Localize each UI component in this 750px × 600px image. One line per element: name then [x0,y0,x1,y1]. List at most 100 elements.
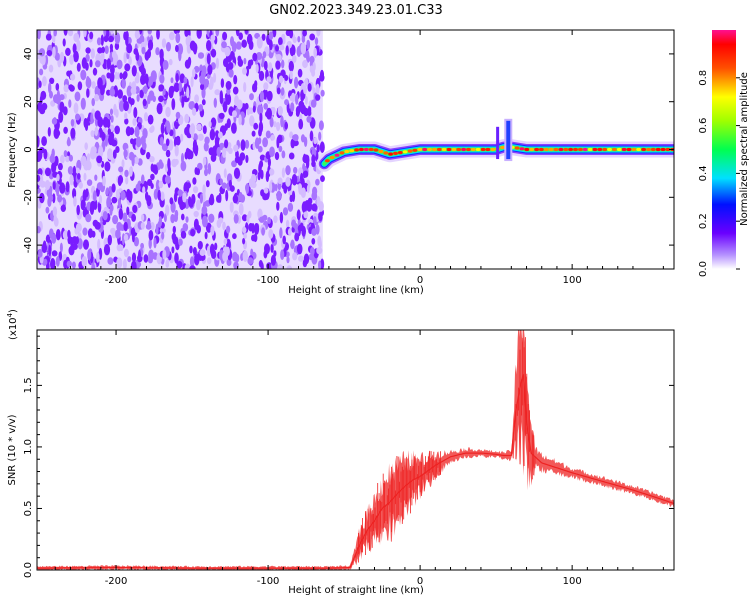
noise-blob [250,248,254,258]
noise-blob [279,227,283,239]
noise-blob [140,242,145,249]
snr-ticks: -200 -100 0 100 0.0 0.5 1.0 1.5 [23,330,674,587]
noise-blob [262,214,268,221]
noise-blob [246,214,250,224]
noise-blob [103,244,111,256]
noise-blob [107,234,113,246]
noise-blob [268,31,274,40]
noise-blob [91,263,96,269]
noise-blob [81,256,88,268]
signal-peak [636,147,642,152]
noise-blob [189,126,193,135]
noise-blob [213,97,217,108]
noise-blob [277,134,283,144]
noise-blob [134,156,139,165]
noise-blob [109,71,115,83]
noise-blob [52,206,58,217]
noise-blob [197,52,205,59]
noise-blob [126,85,133,98]
noise-blob [189,256,195,268]
signal-peak [368,147,374,152]
noise-blob [37,168,43,176]
noise-blob [251,222,255,234]
noise-blob [304,96,308,105]
noise-blob [189,265,196,269]
noise-blob [55,229,61,241]
noise-blob [301,201,308,214]
noise-blob [142,98,147,107]
noise-blob [252,83,258,93]
noise-blob [107,128,112,136]
noise-blob [44,167,51,177]
noise-blob [269,39,273,51]
noise-blob [228,179,232,188]
noise-blob [293,166,298,174]
noise-blob [273,215,278,224]
noise-blob [251,130,256,137]
noise-blob [229,185,235,192]
noise-blob [52,171,58,178]
noise-blob [258,128,262,137]
noise-blob [311,238,316,245]
noise-blob [196,168,200,176]
noise-blob [215,57,219,69]
noise-blob [208,196,215,206]
noise-blob [68,245,75,256]
noise-blob [150,222,155,231]
noise-blob [186,86,190,99]
noise-blob [174,121,179,130]
noise-blob [252,141,256,150]
noise-blob [301,34,306,43]
noise-blob [247,257,254,265]
noise-blob [131,81,137,92]
snr-scale-exponent: 4 [6,312,14,317]
noise-blob [117,175,124,185]
noise-blob [38,48,46,57]
noise-blob [296,46,302,57]
noise-blob [171,246,175,254]
noise-blob [38,249,43,258]
signal-peak [412,148,418,152]
noise-blob [83,172,87,181]
noise-blob [201,215,208,228]
signal-peak [621,147,627,152]
signal-peak [563,147,569,152]
noise-blob [280,115,284,128]
noise-blob [224,139,229,149]
signal-peak [568,147,573,152]
y-tick-label: 0 [23,146,34,152]
noise-blob [166,41,171,52]
noise-blob [266,107,272,120]
colorbar-gradient [712,30,736,269]
noise-blob [208,213,215,223]
noise-blob [83,30,87,38]
signal-peak [363,147,369,152]
noise-blob [76,39,81,52]
signal-peak [612,147,617,152]
noise-blob [289,131,294,139]
noise-blob [102,211,108,221]
noise-blob [316,247,323,255]
noise-blob [201,99,206,106]
noise-blob [165,106,171,118]
noise-blob [184,263,191,269]
noise-blob [147,257,153,264]
spectrogram-heatmap [37,30,674,269]
noise-blob [183,76,188,84]
noise-blob [181,96,185,108]
snr-noise-band [37,330,674,570]
noise-blob [106,89,111,96]
noise-blob [155,47,160,56]
noise-blob [152,164,158,174]
signal-peak [641,147,646,152]
noise-blob [274,151,280,161]
noise-blob [181,213,185,221]
noise-blob [75,113,80,121]
y-tick-label: 20 [23,95,34,108]
noise-blob [253,233,258,243]
noise-blob [315,178,320,186]
noise-blob [38,80,42,88]
noise-blob [92,67,98,76]
noise-blob [52,34,56,44]
noise-blob [188,101,194,110]
